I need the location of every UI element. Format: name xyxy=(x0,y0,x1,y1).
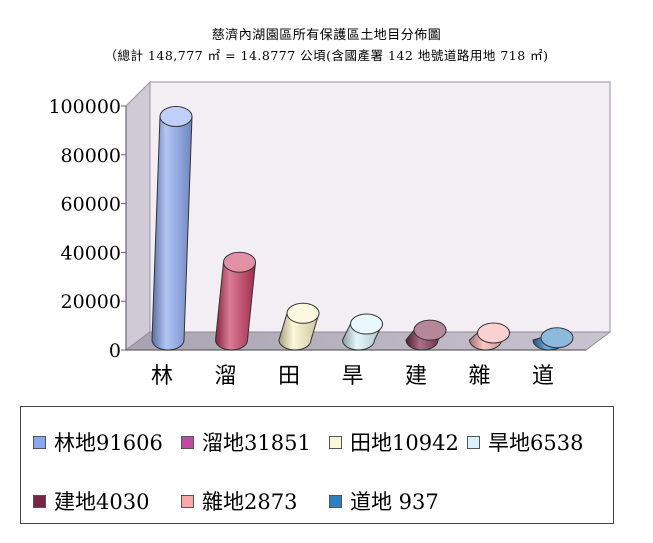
legend-swatch xyxy=(329,494,342,508)
bar-body xyxy=(151,115,193,351)
bar-top xyxy=(159,105,193,127)
legend-swatch xyxy=(467,435,480,449)
bar-top xyxy=(223,251,256,273)
legend: 林地91606 溜地31851 田地10942 旱地6538 建地4030 雜地2873 道… xyxy=(20,406,614,524)
bar-cylinder xyxy=(468,322,511,351)
bar-top xyxy=(413,319,447,341)
legend-swatch xyxy=(329,435,342,449)
x-category-label: 林 xyxy=(151,364,173,389)
plot-area xyxy=(124,80,612,351)
x-category-label: 田 xyxy=(278,364,300,389)
y-tick-label: 100000 xyxy=(48,96,121,118)
bar-cylinder xyxy=(214,251,257,351)
y-tick-label: 40000 xyxy=(61,242,121,264)
legend-label: 林地91606 xyxy=(54,431,163,455)
legend-label: 建地4030 xyxy=(54,490,150,514)
y-tick-label: 80000 xyxy=(61,145,121,167)
bar-top xyxy=(350,313,383,335)
bar-cylinder xyxy=(341,313,384,351)
legend-item: 林地91606 xyxy=(33,427,163,457)
x-category-label: 旱 xyxy=(341,364,363,389)
plot-back-wall xyxy=(149,81,611,333)
legend-item: 溜地31851 xyxy=(181,427,311,457)
legend-label: 田地10942 xyxy=(350,431,459,455)
bar-cylinder xyxy=(151,105,193,351)
bar-chart: 100000 80000 60000 40000 20000 0 林 溜 田 旱 建 雜 道 xyxy=(48,80,612,389)
legend-item: 田地10942 xyxy=(329,427,459,457)
bar-cylinder xyxy=(532,327,574,351)
legend-item: 道地 937 xyxy=(329,486,439,516)
x-axis-categories: 林溜田旱建雜道 xyxy=(151,364,554,389)
y-tick-label: 0 xyxy=(109,340,121,362)
legend-swatch xyxy=(33,494,46,508)
bar-top xyxy=(286,302,320,324)
y-tick-label: 20000 xyxy=(61,291,121,313)
bar-top xyxy=(540,327,574,349)
plot-side-wall xyxy=(125,80,151,351)
legend-label: 道地 937 xyxy=(350,490,439,514)
chart-title: 慈濟內湖園區所有保護區土地目分佈圖 xyxy=(211,28,442,43)
y-tick-label: 60000 xyxy=(61,194,121,216)
legend-label: 雜地2873 xyxy=(202,490,298,514)
legend-item: 雜地2873 xyxy=(181,486,297,516)
bar-top xyxy=(477,322,510,344)
legend-swatch xyxy=(33,435,46,449)
bar-cylinder xyxy=(278,302,320,351)
legend-label: 溜地31851 xyxy=(202,431,311,455)
legend-swatch xyxy=(181,435,194,449)
bar-cylinder xyxy=(405,319,448,351)
legend-label: 旱地6538 xyxy=(488,431,584,455)
x-category-label: 道 xyxy=(532,364,554,389)
y-axis-ticks: 100000 80000 60000 40000 20000 0 xyxy=(48,96,126,362)
bars xyxy=(151,105,574,351)
bar-body xyxy=(214,261,257,351)
legend-item: 建地4030 xyxy=(33,486,149,516)
x-category-label: 溜 xyxy=(214,364,236,389)
legend-swatch xyxy=(181,494,194,508)
chart-subtitle: （總計 148,777 ㎡ = 14.8777 公頃(含國產署 142 地號道路… xyxy=(104,48,549,63)
x-category-label: 建 xyxy=(405,364,427,389)
x-category-label: 雜 xyxy=(468,364,490,389)
legend-item: 旱地6538 xyxy=(467,427,583,457)
